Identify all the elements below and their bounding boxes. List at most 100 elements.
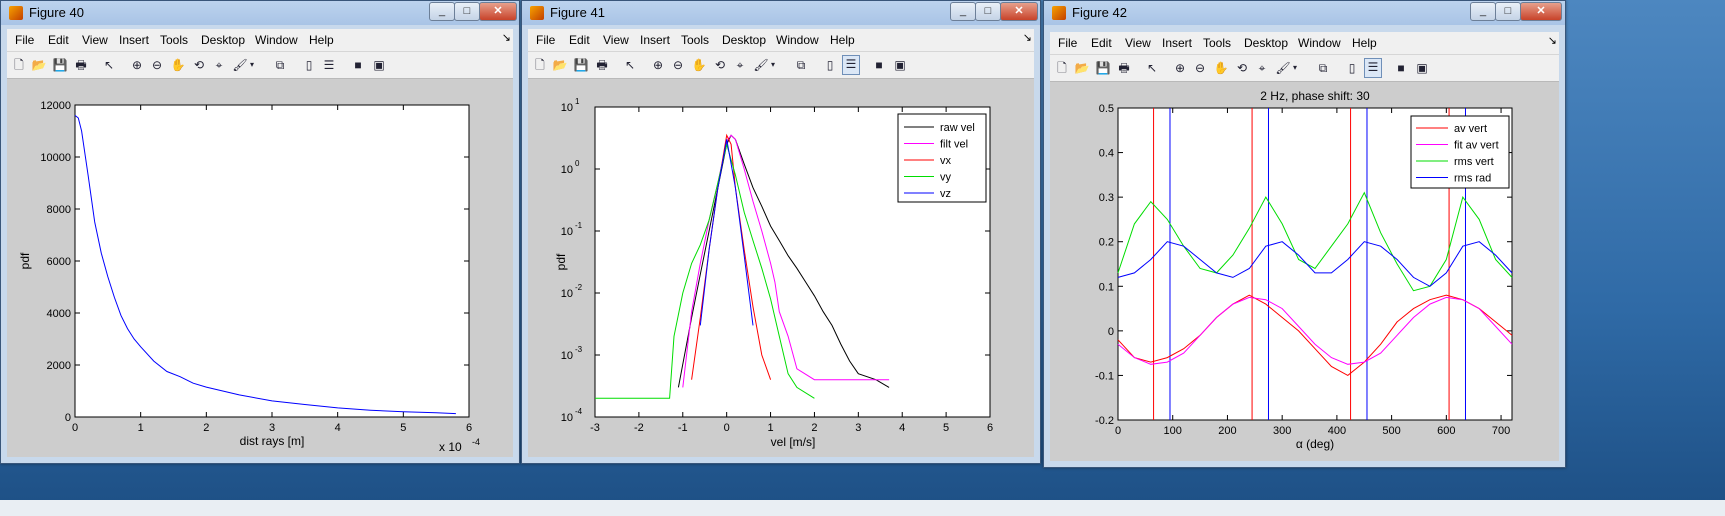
title-bar[interactable]: Figure 40 _ □ ✕: [1, 1, 519, 25]
new-figure-icon[interactable]: 🗋: [1057, 61, 1067, 75]
menu-edit[interactable]: Edit: [1091, 36, 1112, 50]
brush-dropdown-icon[interactable]: ▾: [770, 60, 775, 69]
zoom-in-icon[interactable]: ⊕: [652, 58, 664, 72]
new-figure-icon[interactable]: 🗋: [535, 58, 545, 72]
menu-window[interactable]: Window: [1298, 36, 1341, 50]
link-plot-icon[interactable]: ⧉: [275, 58, 285, 72]
edit-plot-arrow-icon[interactable]: ↖: [624, 58, 636, 72]
hide-plot-tools-icon[interactable]: ■: [875, 58, 883, 72]
y-axis-label: pdf: [554, 253, 568, 270]
menu-insert[interactable]: Insert: [640, 33, 671, 47]
maximize-button[interactable]: □: [454, 2, 480, 21]
menu-tools[interactable]: Tools: [681, 33, 710, 47]
menu-file[interactable]: File: [536, 33, 556, 47]
figure-42-window[interactable]: Figure 42 _ □ ✕ File Edit View Insert To…: [1043, 0, 1566, 468]
legend-icon[interactable]: ☰: [1364, 58, 1382, 78]
dock-arrow-icon[interactable]: ↘: [1547, 35, 1557, 47]
minimize-button[interactable]: _: [429, 2, 455, 21]
data-cursor-icon[interactable]: ⌖: [215, 58, 223, 72]
pan-hand-icon[interactable]: ✋: [691, 58, 707, 72]
zoom-in-icon[interactable]: ⊕: [131, 58, 143, 72]
rotate-3d-icon[interactable]: ⟲: [193, 58, 205, 72]
menu-view[interactable]: View: [1125, 36, 1151, 50]
menu-insert[interactable]: Insert: [1162, 36, 1193, 50]
data-cursor-icon[interactable]: ⌖: [1258, 61, 1266, 75]
close-button[interactable]: ✕: [1520, 2, 1562, 21]
dock-arrow-icon[interactable]: ↘: [1022, 32, 1032, 44]
menu-tools[interactable]: Tools: [1203, 36, 1232, 50]
link-plot-icon[interactable]: ⧉: [1318, 61, 1328, 75]
hide-plot-tools-icon[interactable]: ■: [1397, 61, 1405, 75]
edit-plot-arrow-icon[interactable]: ↖: [1146, 61, 1158, 75]
colorbar-icon[interactable]: ▯: [305, 58, 313, 72]
y-tick-label: 10: [561, 350, 573, 362]
open-file-icon[interactable]: 📂: [31, 58, 47, 72]
y-tick-label: 12000: [40, 100, 71, 112]
rotate-3d-icon[interactable]: ⟲: [1236, 61, 1248, 75]
show-plot-tools-icon[interactable]: ▣: [894, 58, 906, 72]
menu-view[interactable]: View: [603, 33, 629, 47]
menu-file[interactable]: File: [1058, 36, 1078, 50]
link-plot-icon[interactable]: ⧉: [796, 58, 806, 72]
minimize-button[interactable]: _: [1470, 2, 1496, 21]
menu-desktop[interactable]: Desktop: [201, 33, 246, 47]
zoom-in-icon[interactable]: ⊕: [1174, 61, 1186, 75]
open-file-icon[interactable]: 📂: [552, 58, 568, 72]
zoom-out-icon[interactable]: ⊖: [1194, 61, 1206, 75]
save-icon[interactable]: 💾: [1095, 61, 1111, 75]
menu-insert[interactable]: Insert: [119, 33, 150, 47]
edit-plot-arrow-icon[interactable]: ↖: [103, 58, 115, 72]
show-plot-tools-icon[interactable]: ▣: [1416, 61, 1428, 75]
title-bar[interactable]: Figure 42 _ □ ✕: [1044, 1, 1565, 25]
maximize-button[interactable]: □: [975, 2, 1001, 21]
legend-label: rms vert: [1454, 156, 1494, 168]
legend-box[interactable]: raw vel filt vel vx vy vz: [897, 113, 987, 203]
save-icon[interactable]: 💾: [573, 58, 589, 72]
zoom-out-icon[interactable]: ⊖: [151, 58, 163, 72]
dock-arrow-icon[interactable]: ↘: [501, 32, 511, 44]
colorbar-icon[interactable]: ▯: [1348, 61, 1356, 75]
legend-icon[interactable]: ☰: [842, 55, 860, 75]
print-icon[interactable]: 🖶: [1118, 61, 1130, 75]
y-tick-label: 2000: [47, 360, 71, 372]
brush-icon[interactable]: 🖌: [232, 58, 248, 72]
menu-view[interactable]: View: [82, 33, 108, 47]
brush-dropdown-icon[interactable]: ▾: [249, 60, 254, 69]
print-icon[interactable]: 🖶: [596, 58, 608, 72]
minimize-button[interactable]: _: [950, 2, 976, 21]
close-button[interactable]: ✕: [479, 2, 517, 21]
legend-icon[interactable]: ☰: [323, 58, 335, 72]
brush-dropdown-icon[interactable]: ▾: [1292, 63, 1297, 72]
figure-41-window[interactable]: Figure 41 _ □ ✕ File Edit View Insert To…: [521, 0, 1041, 464]
brush-icon[interactable]: 🖌: [753, 58, 769, 72]
menu-help[interactable]: Help: [830, 33, 855, 47]
menu-desktop[interactable]: Desktop: [722, 33, 767, 47]
rotate-3d-icon[interactable]: ⟲: [714, 58, 726, 72]
menu-window[interactable]: Window: [255, 33, 298, 47]
menu-edit[interactable]: Edit: [569, 33, 590, 47]
title-bar[interactable]: Figure 41 _ □ ✕: [522, 1, 1040, 25]
menu-file[interactable]: File: [15, 33, 35, 47]
pan-hand-icon[interactable]: ✋: [170, 58, 186, 72]
menu-desktop[interactable]: Desktop: [1244, 36, 1289, 50]
zoom-out-icon[interactable]: ⊖: [672, 58, 684, 72]
close-button[interactable]: ✕: [1000, 2, 1038, 21]
colorbar-icon[interactable]: ▯: [826, 58, 834, 72]
save-icon[interactable]: 💾: [52, 58, 68, 72]
open-file-icon[interactable]: 📂: [1074, 61, 1090, 75]
data-cursor-icon[interactable]: ⌖: [736, 58, 744, 72]
show-plot-tools-icon[interactable]: ▣: [373, 58, 385, 72]
legend-box[interactable]: av vert fit av vert rms vert rms rad: [1410, 115, 1510, 189]
menu-edit[interactable]: Edit: [48, 33, 69, 47]
pan-hand-icon[interactable]: ✋: [1213, 61, 1229, 75]
hide-plot-tools-icon[interactable]: ■: [354, 58, 362, 72]
menu-tools[interactable]: Tools: [160, 33, 189, 47]
figure-40-window[interactable]: Figure 40 _ □ ✕ File Edit View Insert To…: [0, 0, 520, 464]
maximize-button[interactable]: □: [1495, 2, 1521, 21]
brush-icon[interactable]: 🖌: [1275, 61, 1291, 75]
print-icon[interactable]: 🖶: [75, 58, 87, 72]
new-figure-icon[interactable]: 🗋: [14, 58, 24, 72]
menu-help[interactable]: Help: [309, 33, 334, 47]
menu-window[interactable]: Window: [776, 33, 819, 47]
menu-help[interactable]: Help: [1352, 36, 1377, 50]
